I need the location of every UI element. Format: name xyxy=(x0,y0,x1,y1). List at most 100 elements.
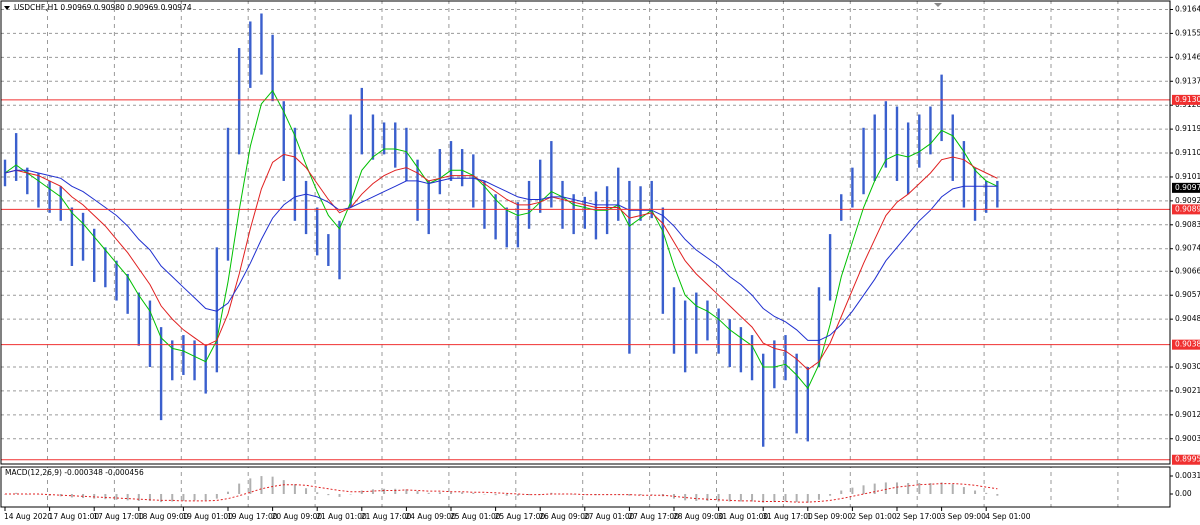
price-bar xyxy=(115,260,118,301)
price-bar xyxy=(973,167,977,221)
macd-bar xyxy=(918,483,921,494)
price-bar xyxy=(962,141,966,208)
macd-bar xyxy=(873,483,876,494)
price-bar xyxy=(360,87,363,155)
x-tick-label: 18 Aug 09:00 xyxy=(138,512,189,521)
macd-bar xyxy=(762,493,765,503)
price-bar xyxy=(773,340,776,389)
price-bar xyxy=(851,167,854,208)
macd-bar xyxy=(751,493,754,502)
price-bar xyxy=(728,319,731,367)
price-bar xyxy=(617,167,620,221)
x-tick-label: 14 Aug 2020 xyxy=(4,512,52,521)
macd-bar xyxy=(383,488,386,494)
macd-bar xyxy=(338,493,341,497)
macd-bar xyxy=(15,492,18,494)
price-bar xyxy=(427,180,430,235)
price-bar xyxy=(806,366,809,442)
macd-bar xyxy=(82,493,85,499)
macd-bar xyxy=(728,493,731,502)
x-tick-label: 17 Aug 17:00 xyxy=(93,512,144,521)
price-bar xyxy=(37,172,40,208)
macd-bar xyxy=(171,493,174,502)
price-bar xyxy=(215,247,219,373)
y-tick-label: 0.003111 xyxy=(1175,471,1200,480)
moving-average xyxy=(4,153,998,371)
macd-bar xyxy=(695,493,698,501)
macd-bar xyxy=(472,492,475,494)
x-tick-label: 20 Aug 09:00 xyxy=(272,512,323,521)
price-bar xyxy=(282,101,285,181)
price-bar xyxy=(717,308,720,354)
price-bar xyxy=(382,122,386,155)
macd-bar xyxy=(650,493,653,495)
price-bar xyxy=(873,114,876,181)
macd-bar xyxy=(271,476,274,494)
x-tick-label: 26 Aug 09:00 xyxy=(539,512,590,521)
price-bar xyxy=(338,220,341,280)
y-tick-label: 0.00 xyxy=(1175,489,1192,498)
y-tick-label: 0.90745 xyxy=(1175,244,1200,253)
macd-bar xyxy=(840,490,843,494)
macd-bar xyxy=(438,492,441,494)
shift-marker xyxy=(934,3,942,7)
y-tick-label: 0.91465 xyxy=(1175,52,1200,61)
level-label-box xyxy=(1172,339,1200,350)
price-bar xyxy=(550,141,553,208)
macd-bar xyxy=(974,490,977,494)
macd-bar xyxy=(717,493,720,502)
macd-bar xyxy=(349,493,352,495)
price-bar xyxy=(48,180,51,213)
price-bar xyxy=(226,127,230,261)
macd-bar xyxy=(784,493,787,502)
chart-title: USDCHF,H1 0.90969 0.90980 0.90969 0.9097… xyxy=(14,3,192,12)
macd-bar xyxy=(104,493,107,500)
macd-bar xyxy=(427,492,430,494)
macd-bar xyxy=(416,491,419,494)
x-tick-label: 17 Aug 01:00 xyxy=(49,512,100,521)
macd-bar xyxy=(673,493,675,499)
price-bar xyxy=(918,114,921,168)
macd-bar xyxy=(494,493,497,496)
macd-bar xyxy=(193,493,196,501)
price-bar xyxy=(583,196,586,229)
macd-bar xyxy=(405,489,408,494)
price-bar xyxy=(271,34,274,102)
moving-average xyxy=(4,169,998,341)
macd-bar xyxy=(773,493,776,503)
price-bar xyxy=(828,234,832,301)
price-bar xyxy=(304,180,308,235)
price-bar xyxy=(672,287,676,354)
x-tick-label: 2 Sep 17:00 xyxy=(896,512,942,521)
macd-bar xyxy=(951,484,954,494)
level-label: 0.90893 xyxy=(1175,204,1200,213)
macd-bar xyxy=(293,484,296,494)
macd-bar xyxy=(996,493,999,496)
price-bar xyxy=(438,149,442,195)
price-bar xyxy=(316,207,319,256)
price-bar xyxy=(182,335,185,375)
price-bar xyxy=(706,300,709,341)
x-tick-label: 4 Sep 01:00 xyxy=(985,512,1031,521)
price-bar xyxy=(93,228,96,282)
macd-bar xyxy=(572,493,575,495)
macd-bar xyxy=(305,488,308,494)
level-label: 0.91305 xyxy=(1175,95,1200,104)
price-frame xyxy=(0,0,1171,465)
price-bar xyxy=(985,180,988,213)
macd-bar xyxy=(884,482,887,494)
x-tick-label: 24 Aug 09:00 xyxy=(405,512,456,521)
price-bar xyxy=(695,292,698,354)
menu-arrow[interactable] xyxy=(4,6,10,10)
price-bar xyxy=(750,335,754,381)
price-bar xyxy=(460,149,464,187)
y-tick-label: 0.90835 xyxy=(1175,220,1200,229)
y-tick-label: 0.91105 xyxy=(1175,148,1200,157)
price-bar xyxy=(293,127,297,221)
macd-bar xyxy=(505,493,508,496)
